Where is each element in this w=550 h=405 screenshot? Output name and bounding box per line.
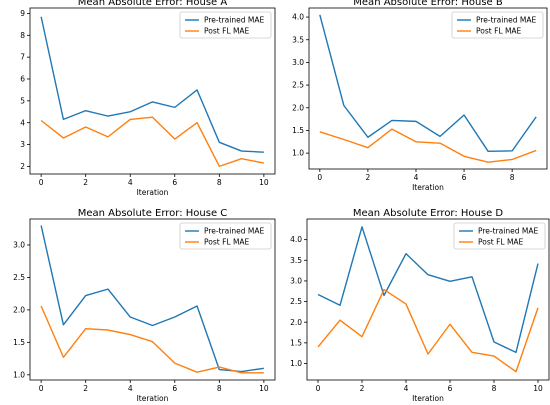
series-line-pretrained [40,225,264,373]
y-tick-label: 3.0 [13,241,25,250]
x-tick-label: 6 [448,384,453,393]
x-tick-label: 2 [360,384,365,393]
legend-box [451,11,544,39]
series-line-pretrained [40,16,264,153]
legend-label: Post FL MAE [204,238,250,247]
y-tick-label: 3.5 [290,256,302,265]
y-tick-label: 1.5 [292,126,304,135]
y-tick-label: 2.0 [13,305,25,314]
y-tick-label: 9 [20,9,25,18]
y-tick-label: 2.5 [292,81,304,90]
x-tick-label: 4 [128,178,133,187]
x-tick-label: 2 [83,384,88,393]
y-tick-label: 1.0 [13,370,25,379]
legend-label: Pre-trained MAE [204,227,264,236]
y-tick-label: 3.0 [292,58,304,67]
x-tick-label: 8 [217,178,222,187]
y-tick-label: 4.0 [292,13,304,22]
x-tick-label: 4 [404,384,409,393]
x-tick-label: 6 [462,173,467,182]
x-tick-label: 2 [83,178,88,187]
y-tick-label: 2.5 [13,273,25,282]
chart-title: Mean Absolute Error: House D [353,208,504,219]
legend-label: Post FL MAE [476,27,522,36]
legend-box [179,222,272,250]
plot-frame [308,7,548,170]
x-axis-label: Iteration [412,183,444,192]
y-tick-label: 5 [20,96,25,105]
chart-title: Mean Absolute Error: House B [353,0,503,8]
y-tick-label: 3.5 [292,35,304,44]
legend-box [453,222,546,250]
x-tick-label: 4 [128,384,133,393]
plot-frame [306,218,550,381]
series-line-postfl [319,128,537,163]
x-tick-label: 8 [217,384,222,393]
series-line-postfl [40,305,264,374]
x-tick-label: 10 [259,178,269,187]
y-tick-label: 4.0 [290,235,302,244]
y-tick-label: 1.5 [290,338,302,347]
legend: Pre-trained MAE Post FL MAE [179,11,272,39]
y-tick-label: 3.0 [290,277,302,286]
y-tick-label: 1.0 [290,359,302,368]
y-tick-label: 3 [20,140,25,149]
series-line-postfl [317,288,539,373]
legend-label: Pre-trained MAE [476,16,536,25]
x-tick-label: 0 [316,384,321,393]
y-tick-label: 8 [20,31,25,40]
x-tick-label: 0 [39,178,44,187]
legend: Pre-trained MAE Post FL MAE [453,222,546,250]
x-axis-label: Iteration [137,394,169,403]
chart-panel-2: Mean Absolute Error: House B 0 2 4 6 8 1.0 1.5 2… [292,0,548,192]
legend: Pre-trained MAE Post FL MAE [179,222,272,250]
y-tick-label: 2.0 [292,103,304,112]
series-line-postfl [40,116,264,168]
chart-title: Mean Absolute Error: House A [78,0,228,8]
x-tick-label: 0 [317,173,322,182]
legend-label: Post FL MAE [204,27,250,36]
x-tick-label: 6 [172,178,177,187]
y-tick-label: 6 [20,75,25,84]
x-tick-label: 4 [414,173,419,182]
legend: Pre-trained MAE Post FL MAE [451,11,544,39]
y-tick-label: 7 [20,53,25,62]
series-line-pretrained [317,226,539,354]
x-tick-label: 8 [510,173,515,182]
chart-panel-4: Mean Absolute Error: House D 0 2 4 6 8 10 1.0 1.… [290,208,550,403]
legend-box [179,11,272,39]
series-line-pretrained [319,14,537,153]
chart-title: Mean Absolute Error: House C [78,208,228,219]
legend-label: Pre-trained MAE [478,227,538,236]
plot-frame [29,218,276,381]
x-tick-label: 10 [259,384,269,393]
plot-frame [29,7,276,175]
y-tick-label: 1.0 [292,149,304,158]
x-tick-label: 10 [533,384,543,393]
y-tick-label: 1.5 [13,338,25,347]
x-tick-label: 8 [492,384,497,393]
y-tick-label: 2 [20,162,25,171]
y-tick-label: 4 [20,118,25,127]
x-axis-label: Iteration [137,188,169,197]
legend-label: Post FL MAE [478,238,524,247]
chart-panel-1: Mean Absolute Error: House A 0 2 4 6 8 10 2 3 4 5 6… [20,0,276,197]
y-tick-label: 2.5 [290,297,302,306]
x-tick-label: 2 [366,173,371,182]
x-tick-label: 6 [172,384,177,393]
legend-label: Pre-trained MAE [204,16,264,25]
x-tick-label: 0 [39,384,44,393]
chart-panel-3: Mean Absolute Error: House C 0 2 4 6 8 10 1.0 1.… [13,208,276,403]
y-tick-label: 2.0 [290,318,302,327]
x-axis-label: Iteration [412,394,444,403]
